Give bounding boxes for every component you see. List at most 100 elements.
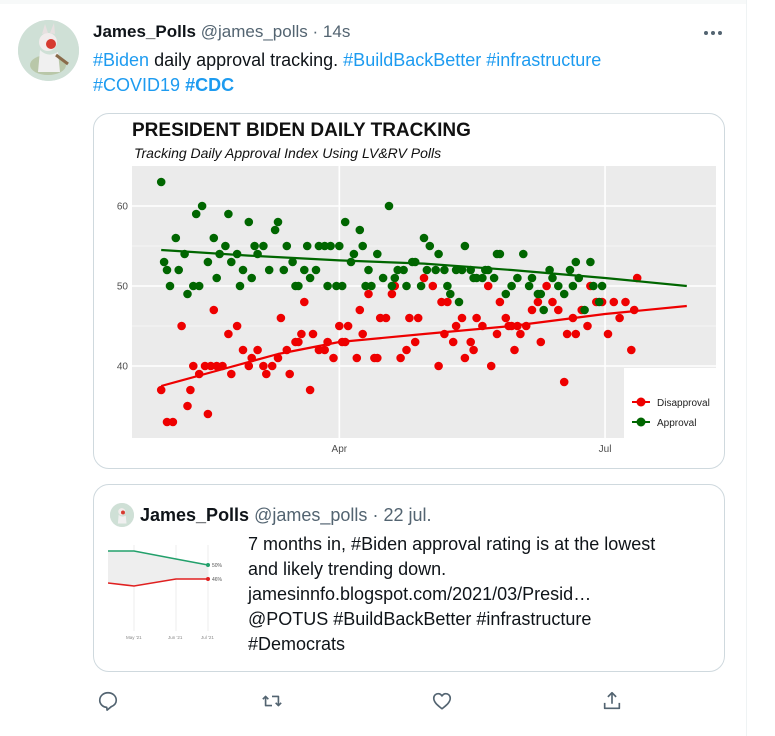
approval-point	[536, 289, 546, 299]
approval-point	[524, 281, 534, 291]
y-tick-label: 40	[117, 362, 129, 373]
approval-point	[594, 297, 604, 307]
approval-point	[203, 257, 213, 267]
approval-point	[440, 265, 449, 275]
approval-point	[443, 281, 452, 291]
tweet-media[interactable]: PRESIDENT BIDEN DAILY TRACKING Tracking …	[93, 113, 725, 469]
thumb-xlabel-jun: Jun '21	[168, 635, 183, 640]
approval-point	[259, 241, 268, 251]
approval-point	[431, 265, 441, 275]
disapproval-point	[428, 281, 438, 291]
disapproval-point	[413, 313, 423, 323]
disapproval-point	[276, 313, 286, 323]
approval-point	[571, 257, 581, 267]
author-handle[interactable]: @james_polls	[200, 22, 308, 41]
disapproval-point	[583, 321, 592, 331]
hashtag-infrastructure[interactable]: #infrastructure	[486, 50, 602, 70]
approval-point	[446, 289, 455, 299]
approval-point	[416, 281, 426, 291]
disapproval-point	[238, 345, 248, 355]
approval-point	[165, 281, 175, 291]
approval-point	[209, 233, 219, 243]
tweet-time[interactable]: 14s	[322, 22, 351, 41]
approval-point	[364, 265, 373, 275]
author-name[interactable]: James_Polls	[93, 22, 197, 41]
x-tick-label: Jul	[599, 444, 612, 455]
approval-point	[183, 289, 192, 299]
x-axis: Apr Jul	[332, 444, 612, 455]
approval-point	[513, 273, 522, 283]
approval-point	[355, 225, 365, 235]
disapproval-point	[495, 297, 505, 307]
approval-point	[326, 241, 335, 251]
disapproval-point	[437, 297, 446, 307]
y-tick-label: 60	[117, 202, 129, 213]
quote-date: 22 jul.	[383, 505, 432, 525]
disapproval-point	[183, 401, 192, 411]
like-button[interactable]	[427, 686, 457, 716]
disapproval-point	[466, 337, 476, 347]
disapproval-point	[472, 313, 481, 323]
share-icon	[603, 691, 621, 710]
disapproval-point	[554, 305, 563, 315]
disapproval-point	[571, 329, 581, 339]
retweet-icon	[262, 695, 282, 707]
share-button[interactable]	[597, 686, 627, 716]
disapproval-point	[448, 337, 458, 347]
thumb-xlabel-may: May '21	[126, 635, 142, 640]
approval-point	[194, 281, 204, 291]
reply-button[interactable]	[93, 686, 123, 716]
tweet-text: #Biden daily approval tracking. #BuildBa…	[93, 48, 713, 98]
approval-point	[373, 249, 382, 259]
x-tick-label: Apr	[332, 444, 348, 455]
disapproval-point	[206, 361, 216, 371]
disapproval-point	[460, 353, 470, 363]
disapproval-point	[300, 297, 309, 307]
approval-point	[320, 241, 329, 251]
approval-point	[294, 281, 303, 291]
approval-point	[565, 265, 575, 275]
disapproval-point	[501, 313, 511, 323]
disapproval-point	[615, 313, 624, 323]
approval-point	[507, 281, 516, 291]
approval-point	[457, 265, 467, 275]
disapproval-point	[457, 313, 467, 323]
approval-point	[212, 273, 221, 283]
approval-point	[174, 265, 183, 275]
hashtag-buildbackbetter[interactable]: #BuildBackBetter	[343, 50, 482, 70]
quote-avatar[interactable]	[110, 503, 134, 527]
legend-approval-label: Approval	[657, 418, 696, 429]
hashtag-biden[interactable]: #Biden	[93, 50, 150, 70]
approval-point	[495, 249, 505, 259]
approval-point	[568, 281, 578, 291]
action-bar	[93, 686, 633, 716]
disapproval-point	[492, 329, 502, 339]
timeline-border	[746, 0, 747, 736]
legend-disapproval-marker	[636, 397, 646, 407]
disapproval-point	[533, 297, 543, 307]
disapproval-point	[381, 313, 391, 323]
approval-point	[311, 265, 321, 275]
approval-point	[238, 265, 248, 275]
more-options-button[interactable]	[700, 22, 726, 44]
disapproval-point	[627, 345, 636, 355]
approval-point	[554, 281, 563, 291]
disapproval-point	[364, 289, 373, 299]
disapproval-point	[387, 289, 397, 299]
approval-point	[340, 217, 350, 227]
approval-point	[197, 201, 207, 211]
retweet-button[interactable]	[257, 686, 287, 716]
disapproval-point	[410, 337, 420, 347]
disapproval-point	[405, 313, 414, 323]
disapproval-point	[244, 361, 254, 371]
disapproval-point	[168, 417, 178, 427]
quote-author-handle: @james_polls	[254, 505, 368, 525]
quote-separator: ·	[372, 505, 379, 525]
avatar[interactable]	[18, 20, 79, 81]
hashtag-covid19[interactable]: #COVID19	[93, 75, 181, 95]
disapproval-point	[486, 361, 496, 371]
quote-text: 7 months in, #Biden approval rating is a…	[248, 532, 708, 657]
hashtag-cdc[interactable]: #CDC	[185, 75, 235, 95]
quoted-tweet[interactable]: James_Polls @james_polls · 22 jul. 50% 4…	[93, 484, 725, 672]
approval-point	[589, 281, 598, 291]
